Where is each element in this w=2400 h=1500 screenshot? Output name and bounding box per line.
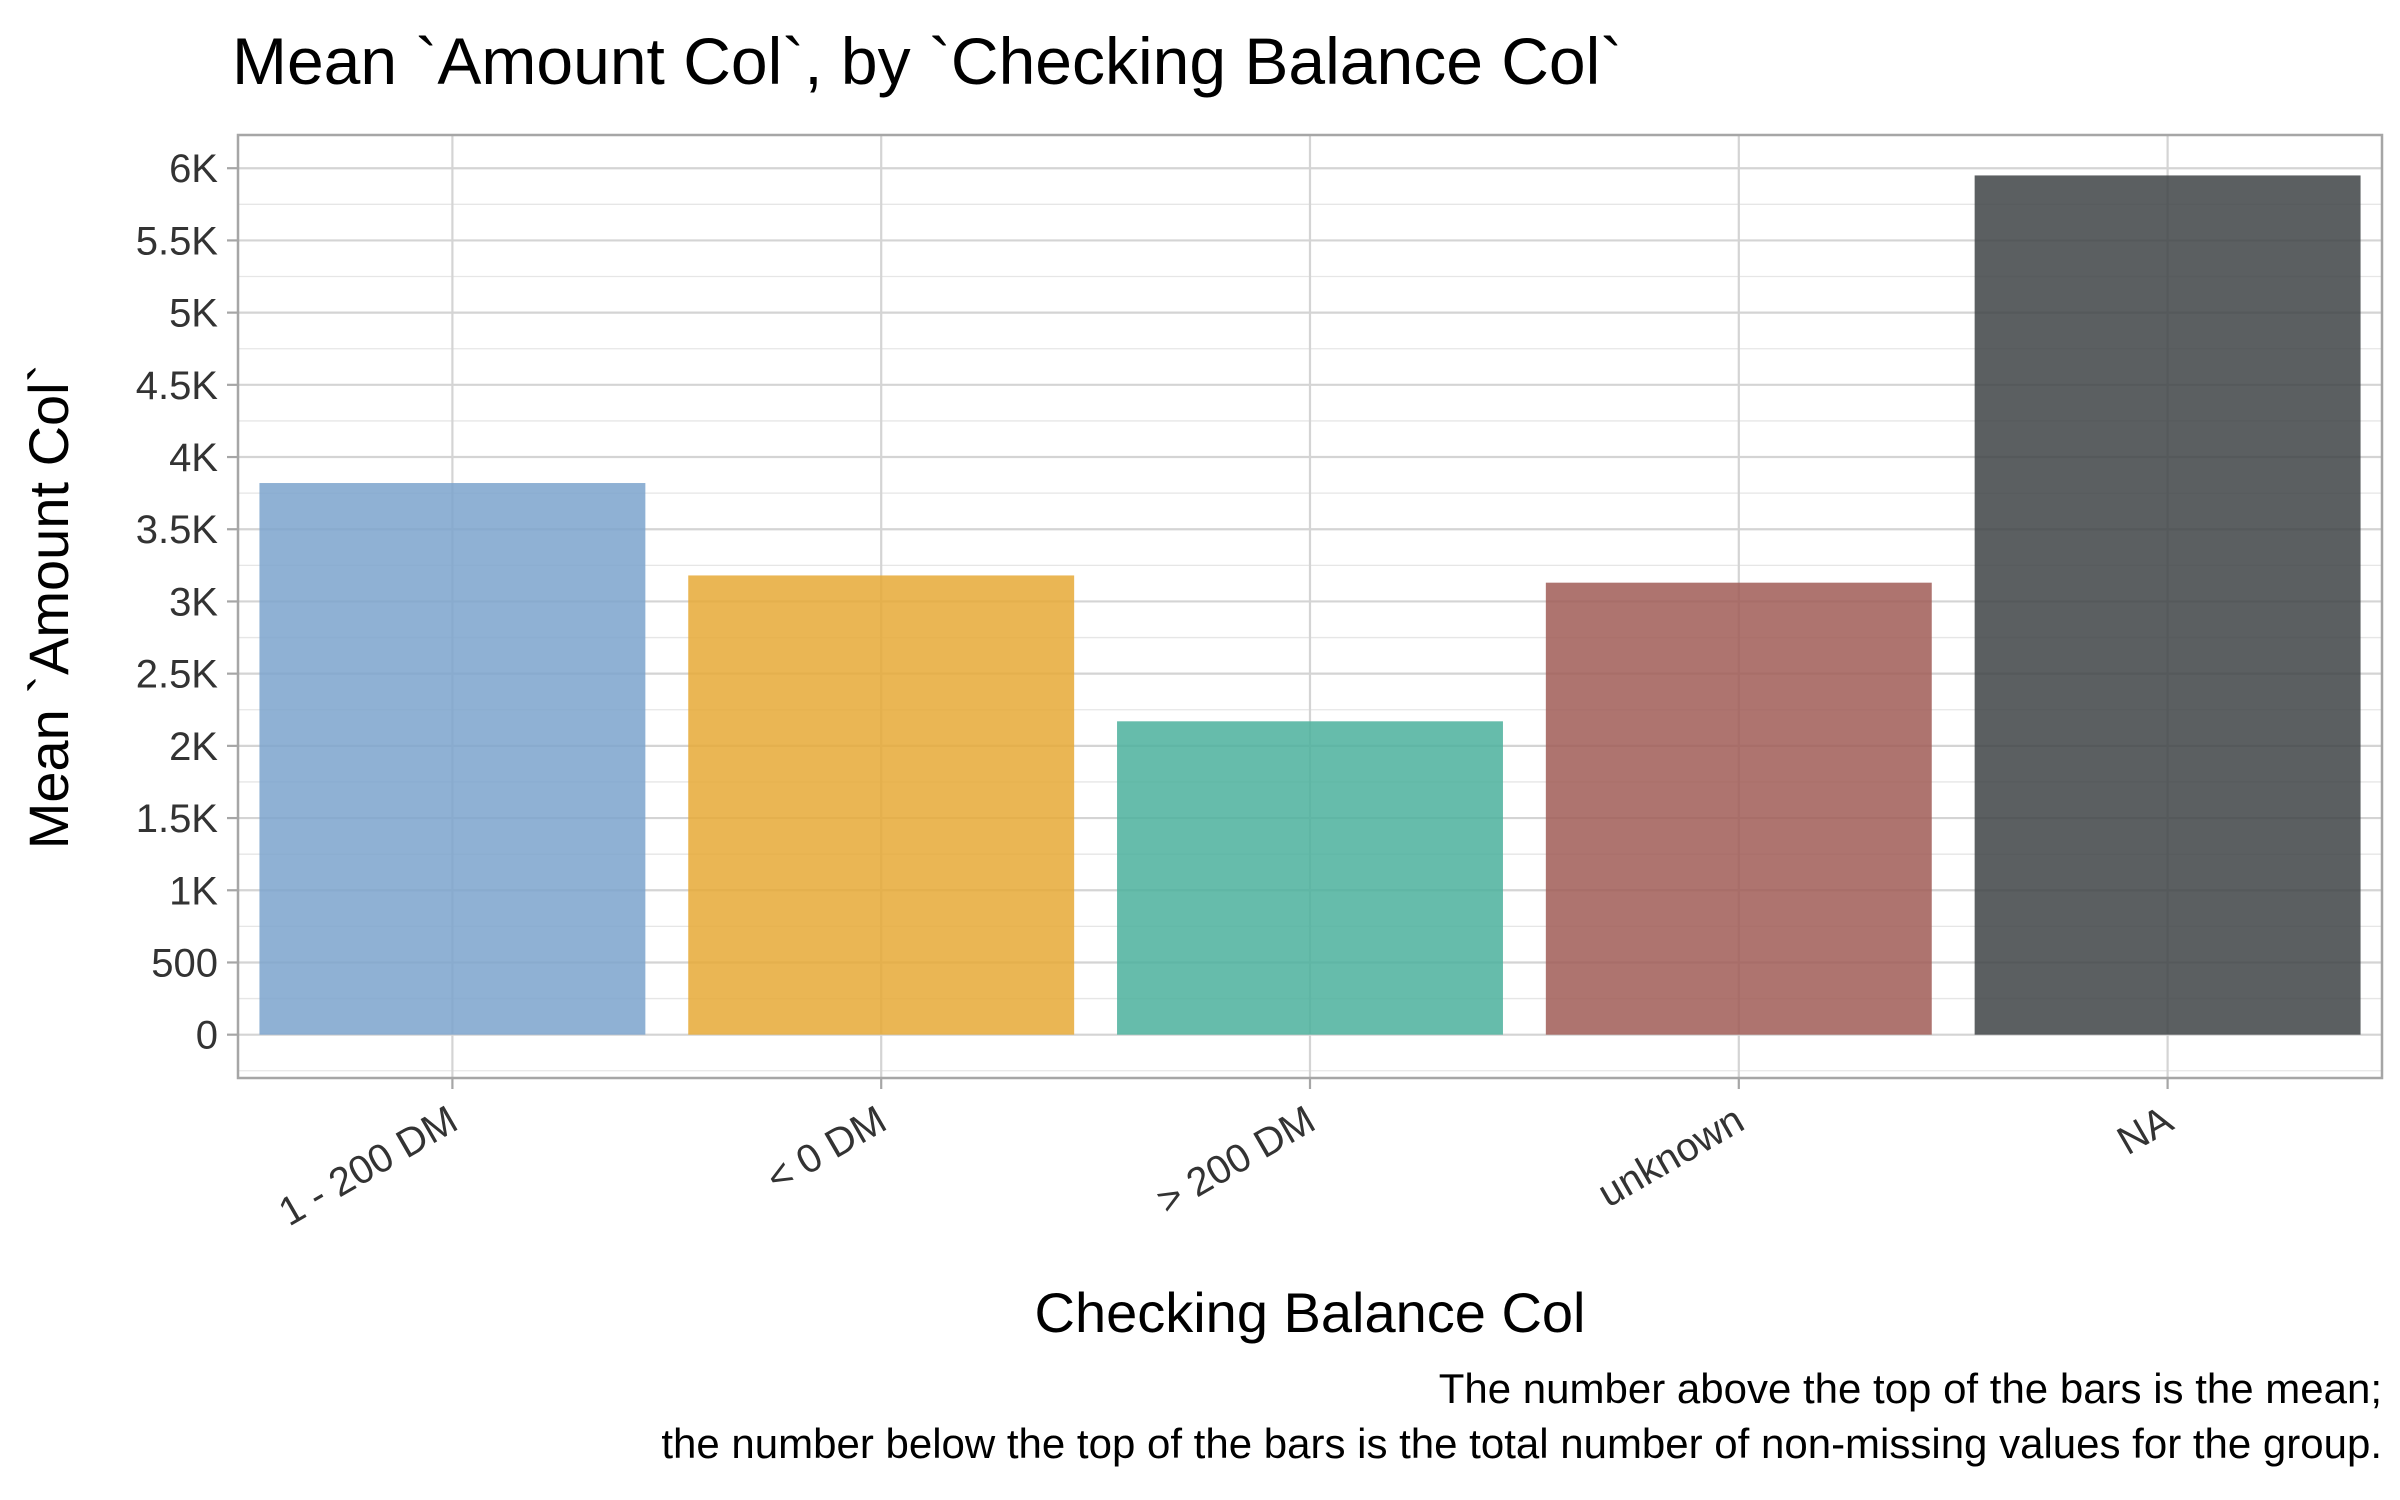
bar-1-200-dm — [259, 483, 646, 1035]
y-tick-label: 5.5K — [136, 219, 219, 263]
chart-title: Mean `Amount Col`, by `Checking Balance … — [232, 24, 1622, 98]
y-tick-label: 3.5K — [136, 508, 219, 552]
y-tick-label: 500 — [151, 941, 218, 985]
x-tick-label: 1 - 200 DM — [272, 1098, 465, 1235]
y-tick-label: 2.5K — [136, 653, 219, 697]
caption-line-1: The number above the top of the bars is … — [1439, 1365, 2382, 1412]
y-tick-label: 4K — [169, 436, 218, 480]
bar-na — [1974, 175, 2361, 1035]
y-axis: 0 500 1K 1.5K 2K 2.5K 3K 3.5K 4K 4.5K 5K 5.5K 6K — [136, 147, 238, 1058]
y-axis-title: Mean `Amount Col` — [17, 364, 80, 850]
y-tick-label: 5K — [169, 292, 218, 336]
plot-panel — [236, 133, 2384, 1080]
caption-line-2: the number below the top of the bars is … — [661, 1420, 2382, 1467]
y-tick-label: 1.5K — [136, 797, 219, 841]
x-tick-label: NA — [2110, 1098, 2180, 1164]
y-tick-label: 3K — [169, 580, 218, 624]
chart-caption: The number above the top of the bars is … — [661, 1365, 2382, 1467]
y-tick-label: 6K — [169, 147, 218, 191]
x-tick-label: unknown — [1591, 1098, 1752, 1216]
y-tick-label: 0 — [196, 1014, 218, 1058]
bar-200-dm — [1117, 721, 1503, 1035]
bar-unknown — [1545, 582, 1932, 1035]
x-axis-title: Checking Balance Col — [1035, 1281, 1586, 1344]
y-tick-label: 4.5K — [136, 364, 219, 408]
x-tick-label: > 200 DM — [1149, 1098, 1322, 1223]
y-tick-label: 2K — [169, 725, 218, 769]
x-tick-label: < 0 DM — [759, 1098, 894, 1201]
y-tick-label: 1K — [169, 869, 218, 913]
bar-0-dm — [688, 575, 1075, 1035]
bars — [259, 175, 2361, 1035]
x-axis: 1 - 200 DM < 0 DM > 200 DM unknown NA — [272, 1078, 2180, 1235]
